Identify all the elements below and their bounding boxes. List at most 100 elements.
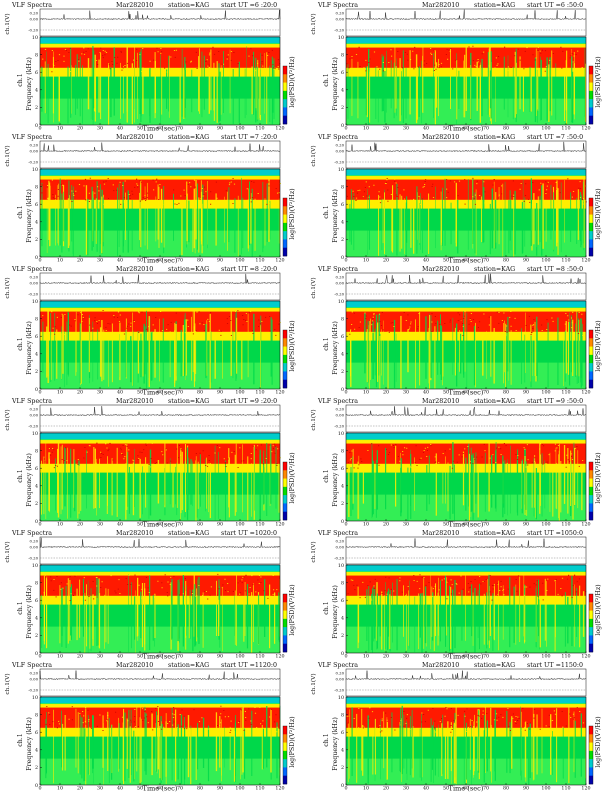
- speckle: [537, 595, 539, 597]
- time-axis-label: Time (sec): [143, 653, 178, 661]
- sferic-streak: [509, 190, 511, 241]
- sferic-streak: [502, 455, 504, 518]
- speckle: [363, 191, 366, 193]
- colorbar-segment: [589, 346, 593, 356]
- sferic-streak: [266, 52, 268, 124]
- x-tick-label: 50: [137, 521, 143, 527]
- speckle: [61, 313, 63, 315]
- speckle: [458, 454, 460, 456]
- x-tick-label: 80: [503, 785, 509, 791]
- waveform-ylabel: ch.1(V): [4, 13, 11, 34]
- speckle: [561, 595, 563, 597]
- time-axis-label: Time (sec): [449, 521, 484, 529]
- speckle: [551, 720, 554, 721]
- sferic-streak: [254, 198, 256, 251]
- speckle: [546, 189, 548, 191]
- speckle: [488, 324, 490, 326]
- header-start: start UT =6 :20:0: [221, 2, 277, 9]
- sferic-streak: [556, 708, 558, 783]
- speckle: [217, 573, 219, 575]
- speckle: [203, 330, 205, 331]
- sferic-streak: [149, 68, 151, 123]
- sferic-streak: [515, 48, 517, 123]
- speckle: [182, 593, 184, 595]
- speckle: [69, 48, 71, 49]
- speckle: [180, 449, 182, 451]
- speckle: [478, 715, 480, 717]
- speckle: [260, 582, 262, 583]
- speckle: [91, 329, 93, 331]
- x-tick-label: 20: [383, 521, 389, 527]
- speckle: [352, 335, 354, 337]
- sferic-streak: [385, 448, 387, 510]
- sferic-streak: [531, 203, 533, 251]
- speckle: [272, 445, 274, 447]
- colorbar-segment: [283, 66, 287, 75]
- speckle: [100, 47, 102, 49]
- y-tick-label: 4: [35, 616, 38, 622]
- sferic-streak: [454, 464, 455, 521]
- sferic-streak: [131, 582, 132, 649]
- waveform-trace: [345, 9, 587, 21]
- speckle: [446, 197, 448, 199]
- speckle: [271, 49, 273, 51]
- sferic-streak: [411, 710, 413, 769]
- speckle: [261, 62, 263, 64]
- speckle: [468, 46, 470, 48]
- x-tick-label: 60: [157, 785, 163, 791]
- speckle: [204, 591, 206, 592]
- sferic-streak: [477, 709, 479, 771]
- sferic-streak: [49, 185, 51, 246]
- speckle: [228, 590, 230, 592]
- speckle: [503, 594, 505, 596]
- speckle: [96, 323, 99, 324]
- speckle: [464, 203, 466, 205]
- speckle: [512, 713, 514, 715]
- sferic-streak: [111, 458, 113, 516]
- speckle: [257, 193, 259, 194]
- speckle: [255, 70, 257, 72]
- colorbar: [588, 329, 594, 389]
- sferic-streak: [435, 186, 436, 249]
- sferic-streak: [491, 455, 493, 508]
- sferic-streak: [506, 710, 508, 773]
- speckle: [373, 313, 375, 314]
- speckle: [545, 191, 547, 193]
- speckle: [514, 721, 516, 722]
- speckle: [423, 577, 425, 578]
- speckle: [547, 578, 549, 580]
- sferic-streak: [541, 708, 543, 774]
- band-top: [346, 301, 586, 308]
- speckle: [427, 446, 429, 448]
- y-tick-label: 2: [35, 237, 38, 243]
- sferic-streak: [149, 449, 152, 516]
- sferic-streak: [278, 592, 280, 641]
- speckle: [530, 332, 533, 334]
- waveform-ticks: 0.200.00-0.20: [334, 671, 344, 693]
- speckle: [138, 312, 140, 314]
- speckle: [167, 581, 169, 583]
- x-tick-label: 30: [97, 257, 103, 263]
- speckle: [561, 467, 563, 469]
- sferic-streak: [489, 203, 491, 255]
- speckle: [365, 70, 367, 72]
- speckle: [260, 723, 262, 725]
- speckle: [267, 597, 269, 599]
- x-tick-label: 50: [443, 521, 449, 527]
- speckle: [130, 325, 132, 327]
- speckle: [148, 326, 150, 328]
- speckle: [198, 721, 201, 722]
- speckle: [248, 46, 250, 48]
- x-tick-label: 70: [483, 389, 489, 395]
- colorbar-segment: [589, 503, 593, 513]
- sferic-streak: [572, 464, 574, 520]
- sferic-streak: [577, 189, 579, 240]
- sferic-streak: [195, 460, 197, 521]
- speckle: [482, 713, 484, 715]
- speckle: [456, 583, 458, 585]
- x-tick-label: 20: [383, 389, 389, 395]
- sferic-streak: [54, 313, 56, 381]
- sferic-streak: [370, 318, 371, 380]
- sferic-streak: [520, 727, 522, 781]
